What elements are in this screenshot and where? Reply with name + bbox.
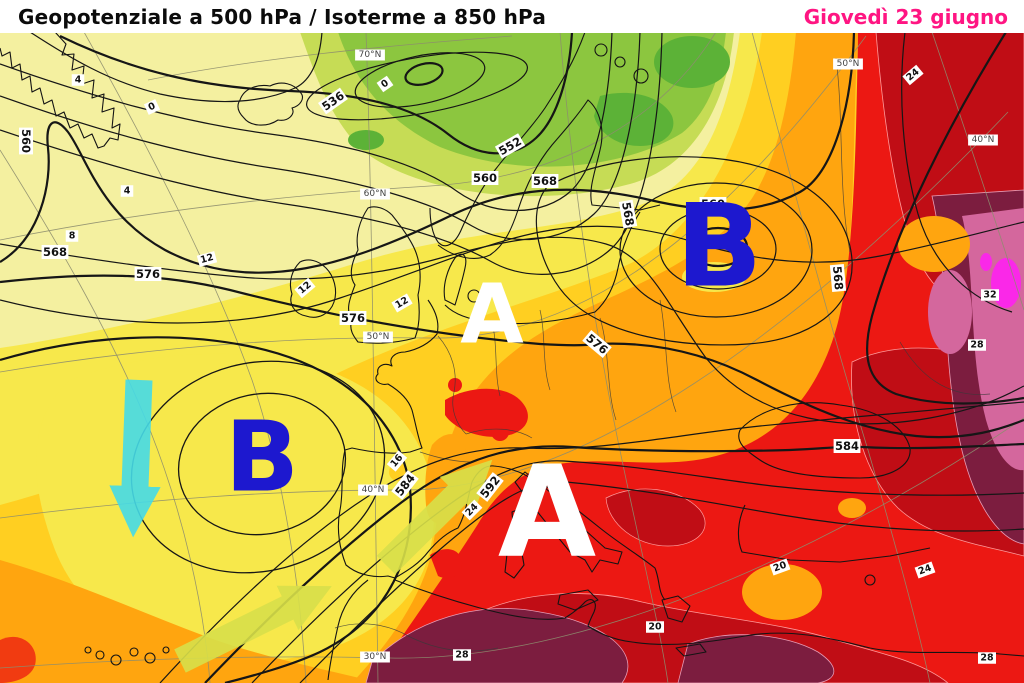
svg-text:28: 28 [970, 340, 984, 351]
latitude-label: 50°N [363, 331, 393, 343]
isotherm-label: 20 [646, 621, 664, 633]
svg-text:560: 560 [19, 129, 33, 153]
latitude-label: 70°N [355, 49, 385, 61]
svg-text:8: 8 [69, 231, 76, 242]
svg-text:584: 584 [835, 439, 859, 453]
svg-text:568: 568 [619, 201, 637, 227]
svg-text:568: 568 [43, 245, 67, 259]
pressure-center-B: B [225, 401, 299, 514]
geopotential-label: 576 [134, 267, 162, 281]
svg-text:4: 4 [124, 186, 131, 197]
pressure-center-A: A [498, 438, 596, 586]
svg-text:560: 560 [701, 197, 725, 211]
latitude-label: 50°N [833, 58, 863, 70]
svg-text:32: 32 [983, 290, 996, 301]
isotherm-label: 4 [71, 74, 85, 86]
svg-text:20: 20 [648, 622, 662, 633]
svg-text:4: 4 [75, 75, 82, 86]
pressure-center-A: A [460, 268, 524, 363]
geopotential-label: 568 [829, 264, 847, 292]
cold-advection-arrow [109, 379, 161, 538]
geopotential-label: 560 [471, 171, 499, 185]
latitude-label: 30°N [360, 651, 390, 663]
isotherm-label: 20 [769, 558, 791, 576]
geopotential-label: 568 [41, 245, 69, 259]
page-title: Geopotenziale a 500 hPa / Isoterme a 850… [18, 4, 547, 29]
svg-text:70°N: 70°N [359, 50, 382, 60]
warm-advection-arrow [376, 459, 493, 575]
warm-advection-arrow [174, 585, 332, 673]
svg-text:576: 576 [136, 267, 160, 281]
title-bar: Geopotenziale a 500 hPa / Isoterme a 850… [0, 0, 1024, 33]
pressure-center-B: B [676, 180, 763, 313]
svg-text:40°N: 40°N [362, 485, 385, 495]
isotherm-label: 28 [968, 339, 986, 351]
latitude-label: 60°N [360, 188, 390, 200]
coastline-layer [0, 33, 1024, 681]
svg-text:560: 560 [473, 171, 497, 185]
svg-text:60°N: 60°N [364, 189, 387, 199]
isotherm-label: 8 [65, 230, 79, 242]
latitude-label: 40°N [968, 134, 998, 146]
svg-text:50°N: 50°N [837, 59, 860, 69]
svg-text:568: 568 [533, 174, 557, 188]
svg-text:0: 0 [147, 100, 158, 113]
isotherm-label: 28 [978, 652, 996, 664]
geopotential-contour-layer [0, 33, 1024, 683]
isotherm-label: 0 [376, 75, 394, 93]
isotherm-label: 32 [981, 289, 999, 301]
latitude-label: 40°N [358, 484, 388, 496]
svg-text:50°N: 50°N [367, 332, 390, 342]
svg-text:40°N: 40°N [972, 135, 995, 145]
svg-text:24: 24 [917, 562, 934, 577]
geopotential-label: 560 [699, 197, 727, 211]
forecast-date: Giovedì 23 giugno [803, 4, 1008, 29]
svg-text:28: 28 [980, 653, 994, 664]
svg-text:30°N: 30°N [364, 652, 387, 662]
svg-text:12: 12 [199, 252, 215, 266]
isotherm-label: 28 [453, 649, 471, 661]
geopotential-label: 584 [833, 439, 861, 453]
isotherm-label: 12 [391, 293, 413, 313]
temperature-fill-layer [0, 33, 1024, 683]
svg-text:20: 20 [772, 559, 789, 574]
flow-arrow-layer [109, 379, 493, 673]
svg-text:568: 568 [830, 265, 846, 290]
isotherm-label: 4 [120, 185, 134, 197]
geopotential-label: 560 [19, 127, 33, 155]
isotherm-label: 0 [143, 99, 161, 115]
isotherm-label: 12 [196, 251, 218, 267]
svg-text:28: 28 [455, 650, 469, 661]
geopotential-label: 576 [339, 311, 367, 325]
geopotential-label: 568 [618, 199, 638, 229]
isotherm-label: 24 [914, 561, 936, 579]
geopotential-label: 568 [531, 174, 559, 188]
svg-text:576: 576 [341, 311, 365, 325]
